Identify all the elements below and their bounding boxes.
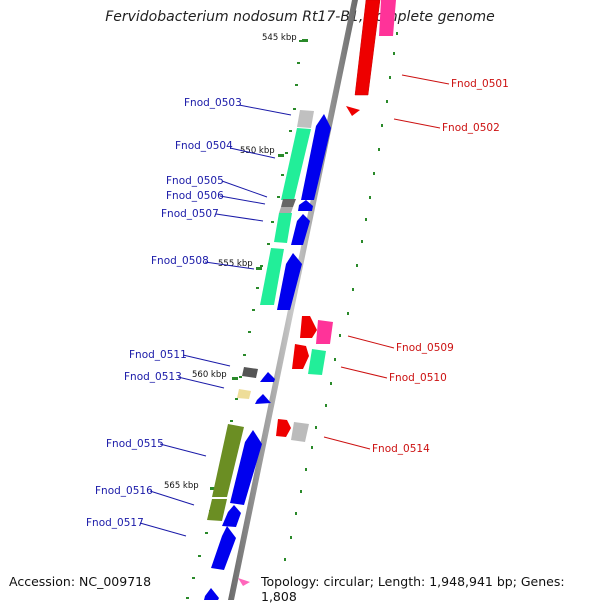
- forward-strand-genes: [204, 110, 331, 600]
- gene-fnod-0504-arrow: [281, 128, 311, 200]
- gene-label-fnod-0508[interactable]: Fnod_0508: [151, 255, 209, 267]
- reverse-strand-genes: [276, 0, 396, 442]
- gene-fnod-0515-blue-arrow: [230, 430, 262, 505]
- gene-label-fnod-0513[interactable]: Fnod_0513: [124, 371, 182, 383]
- gene-label-fnod-0504[interactable]: Fnod_0504: [175, 140, 233, 152]
- gene-fnod-0517-blue-arrow: [211, 526, 236, 570]
- leader-lines-left: [139, 104, 292, 537]
- gene-fnod-0508-blue-arrow: [277, 253, 302, 310]
- tick-label-545: 545 kbp: [262, 33, 297, 43]
- gene-label-fnod-0509[interactable]: Fnod_0509: [396, 342, 454, 354]
- tick-mark-545: [302, 39, 308, 42]
- gene-fnod-0506-blue-arrow: [298, 200, 313, 211]
- tick-label-550: 550 kbp: [240, 146, 275, 156]
- gene-fnod-0505-arrow: [281, 199, 296, 207]
- gene-label-fnod-0517[interactable]: Fnod_0517: [86, 517, 144, 529]
- gene-fnod-0511-blue-arrow: [260, 372, 275, 382]
- gene-fnod-0506-arrow: [279, 207, 293, 213]
- genome-backbone: [228, 0, 358, 600]
- gene-label-fnod-0503[interactable]: Fnod_0503: [184, 97, 242, 109]
- tick-mark-565: [210, 487, 216, 490]
- map-title: Fervidobacterium nodosum Rt17-B1, comple…: [105, 9, 495, 25]
- gene-label-fnod-0505[interactable]: Fnod_0505: [166, 175, 224, 187]
- gene-label-fnod-0510[interactable]: Fnod_0510: [389, 372, 447, 384]
- gene-fnod-0514-red-arrow: [276, 419, 291, 437]
- gene-label-fnod-0514[interactable]: Fnod_0514: [372, 443, 430, 455]
- gene-fnod-0513-blue-arrow: [255, 394, 271, 404]
- tick-mark-550: [278, 154, 284, 157]
- gene-fnod-0508-arrow: [260, 248, 284, 305]
- scale-dots: [186, 32, 398, 599]
- gene-fnod-0514-arrow: [291, 422, 309, 442]
- gene-label-fnod-0516[interactable]: Fnod_0516: [95, 485, 153, 497]
- gene-bottom-blue-arrow: [204, 588, 219, 600]
- gene-fnod-0516-arrow: [207, 499, 227, 521]
- gene-fnod-0510-red-arrow: [292, 344, 309, 369]
- tick-marks: [210, 39, 308, 490]
- gene-label-fnod-0511[interactable]: Fnod_0511: [129, 349, 187, 361]
- gene-fnod-0509-red-arrow: [300, 316, 317, 338]
- gene-fnod-0501-arrow: [354, 0, 381, 96]
- gene-fnod-0503-arrow: [297, 110, 314, 128]
- gene-fnod-0507-blue-arrow: [291, 214, 310, 245]
- gene-fnod-0507-arrow: [274, 213, 292, 243]
- gene-fnod-0504-blue-arrow: [301, 114, 331, 200]
- tick-mark-555: [256, 267, 262, 270]
- gene-fnod-0513-arrow: [237, 389, 251, 399]
- tick-label-560: 560 kbp: [192, 370, 227, 380]
- gene-fnod-0516-blue-arrow: [222, 505, 241, 527]
- gene-fnod-0501b-arrow: [379, 0, 396, 36]
- gene-label-fnod-0515[interactable]: Fnod_0515: [106, 438, 164, 450]
- gene-fnod-0510-arrow: [308, 349, 326, 375]
- tick-label-555: 555 kbp: [218, 259, 253, 269]
- gene-fnod-0511-arrow: [242, 367, 258, 378]
- gene-fnod-0509-arrow: [316, 320, 333, 344]
- leader-lines-right: [323, 74, 450, 450]
- accession-text: Accession: NC_009718: [9, 574, 152, 589]
- gene-fnod-0515-arrow: [212, 424, 244, 497]
- gene-label-fnod-0506[interactable]: Fnod_0506: [166, 190, 224, 202]
- gene-bottom-pink-arrow: [238, 578, 250, 586]
- tick-label-565: 565 kbp: [164, 481, 199, 491]
- gene-label-fnod-0507[interactable]: Fnod_0507: [161, 208, 219, 220]
- gene-label-fnod-0501[interactable]: Fnod_0501: [451, 78, 509, 90]
- tick-mark-560: [232, 377, 238, 380]
- gene-fnod-0502-arrow: [346, 106, 360, 116]
- gene-label-fnod-0502[interactable]: Fnod_0502: [442, 122, 500, 134]
